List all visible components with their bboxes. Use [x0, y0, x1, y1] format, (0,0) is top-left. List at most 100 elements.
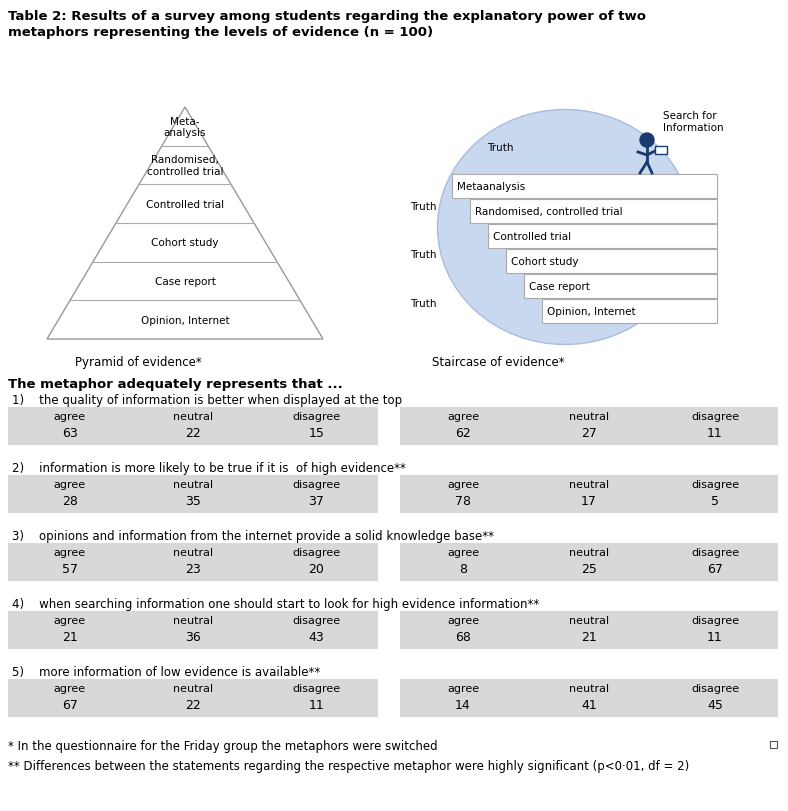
Text: Truth: Truth: [487, 143, 513, 152]
Text: disagree: disagree: [292, 411, 340, 422]
Text: metaphors representing the levels of evidence (n = 100): metaphors representing the levels of evi…: [8, 26, 433, 39]
Text: neutral: neutral: [173, 547, 213, 557]
Bar: [655, 147, 667, 155]
Text: Opinion, Internet: Opinion, Internet: [547, 307, 636, 316]
Text: agree: agree: [54, 683, 86, 693]
Bar: [400, 407, 778, 445]
Text: 2)    information is more likely to be true if it is  of high evidence**: 2) information is more likely to be true…: [12, 461, 406, 474]
Bar: [8, 679, 378, 717]
Text: agree: agree: [54, 479, 86, 489]
Text: 15: 15: [308, 427, 325, 440]
Text: Cohort study: Cohort study: [511, 257, 578, 267]
Text: neutral: neutral: [173, 479, 213, 489]
Text: disagree: disagree: [292, 616, 340, 625]
Bar: [470, 200, 717, 224]
Text: neutral: neutral: [173, 616, 213, 625]
Text: disagree: disagree: [292, 547, 340, 557]
Bar: [400, 543, 778, 581]
Text: 11: 11: [707, 427, 723, 440]
Circle shape: [640, 134, 654, 148]
Text: neutral: neutral: [569, 479, 609, 489]
Text: Meta-
analysis: Meta- analysis: [164, 117, 206, 138]
Text: agree: agree: [54, 411, 86, 422]
Text: agree: agree: [447, 683, 479, 693]
Text: * In the questionnaire for the Friday group the metaphors were switched: * In the questionnaire for the Friday gr…: [8, 739, 437, 752]
Text: 63: 63: [61, 427, 77, 440]
Text: neutral: neutral: [569, 683, 609, 693]
Text: 21: 21: [61, 631, 77, 644]
Text: Case report: Case report: [154, 277, 215, 286]
Text: 8: 8: [459, 563, 467, 576]
Text: neutral: neutral: [173, 683, 213, 693]
Text: 27: 27: [581, 427, 597, 440]
Bar: [8, 611, 378, 649]
Text: disagree: disagree: [292, 683, 340, 693]
Text: 36: 36: [185, 631, 201, 644]
Text: 11: 11: [308, 698, 324, 711]
Text: Randomised,
controlled trial: Randomised, controlled trial: [147, 155, 223, 177]
Text: 22: 22: [185, 698, 201, 711]
Text: Truth: Truth: [411, 202, 437, 212]
Text: Opinion, Internet: Opinion, Internet: [141, 315, 229, 325]
Bar: [488, 225, 717, 249]
Polygon shape: [47, 108, 323, 340]
Text: 23: 23: [185, 563, 201, 576]
Bar: [506, 250, 717, 273]
Text: agree: agree: [54, 616, 86, 625]
Bar: [8, 407, 378, 445]
Text: Table 2: Results of a survey among students regarding the explanatory power of t: Table 2: Results of a survey among stude…: [8, 10, 646, 23]
Bar: [400, 475, 778, 513]
Text: neutral: neutral: [569, 616, 609, 625]
Bar: [400, 679, 778, 717]
Text: Case report: Case report: [529, 281, 590, 292]
Text: 22: 22: [185, 427, 201, 440]
Text: agree: agree: [447, 479, 479, 489]
Text: 3)    opinions and information from the internet provide a solid knowledge base*: 3) opinions and information from the int…: [12, 530, 494, 543]
Text: Staircase of evidence*: Staircase of evidence*: [432, 355, 565, 368]
Ellipse shape: [437, 110, 693, 345]
Text: disagree: disagree: [292, 479, 340, 489]
Text: disagree: disagree: [691, 616, 739, 625]
Text: disagree: disagree: [691, 411, 739, 422]
Text: Controlled trial: Controlled trial: [146, 200, 224, 209]
Text: 5: 5: [711, 495, 719, 508]
Text: disagree: disagree: [691, 479, 739, 489]
Text: 67: 67: [61, 698, 77, 711]
Text: Pyramid of evidence*: Pyramid of evidence*: [75, 355, 202, 368]
Text: 5)    more information of low evidence is available**: 5) more information of low evidence is a…: [12, 665, 320, 678]
Text: disagree: disagree: [691, 547, 739, 557]
Text: 11: 11: [707, 631, 723, 644]
Text: Search for
Information: Search for Information: [663, 110, 723, 133]
Text: 68: 68: [455, 631, 471, 644]
Text: 14: 14: [455, 698, 471, 711]
Text: 57: 57: [61, 563, 78, 576]
Text: neutral: neutral: [569, 547, 609, 557]
Text: 43: 43: [308, 631, 324, 644]
Text: ** Differences between the statements regarding the respective metaphor were hig: ** Differences between the statements re…: [8, 759, 690, 772]
Text: 41: 41: [581, 698, 597, 711]
Text: agree: agree: [54, 547, 86, 557]
Text: 17: 17: [581, 495, 597, 508]
Text: disagree: disagree: [691, 683, 739, 693]
Text: Truth: Truth: [411, 298, 437, 309]
Text: 35: 35: [185, 495, 201, 508]
Text: The metaphor adequately represents that ...: The metaphor adequately represents that …: [8, 378, 343, 391]
Bar: [524, 275, 717, 298]
Bar: [8, 475, 378, 513]
Text: Controlled trial: Controlled trial: [493, 232, 571, 242]
Text: agree: agree: [447, 547, 479, 557]
Text: 1)    the quality of information is better when displayed at the top: 1) the quality of information is better …: [12, 393, 402, 406]
Text: Metaanalysis: Metaanalysis: [457, 182, 526, 191]
Text: 45: 45: [707, 698, 723, 711]
Text: 28: 28: [61, 495, 77, 508]
Text: 25: 25: [581, 563, 597, 576]
Text: 78: 78: [455, 495, 471, 508]
Bar: [400, 611, 778, 649]
Text: neutral: neutral: [173, 411, 213, 422]
Text: 67: 67: [707, 563, 723, 576]
Text: agree: agree: [447, 616, 479, 625]
Text: 4)    when searching information one should start to look for high evidence info: 4) when searching information one should…: [12, 597, 539, 610]
Bar: [8, 543, 378, 581]
Bar: [452, 175, 717, 199]
Text: 37: 37: [308, 495, 325, 508]
